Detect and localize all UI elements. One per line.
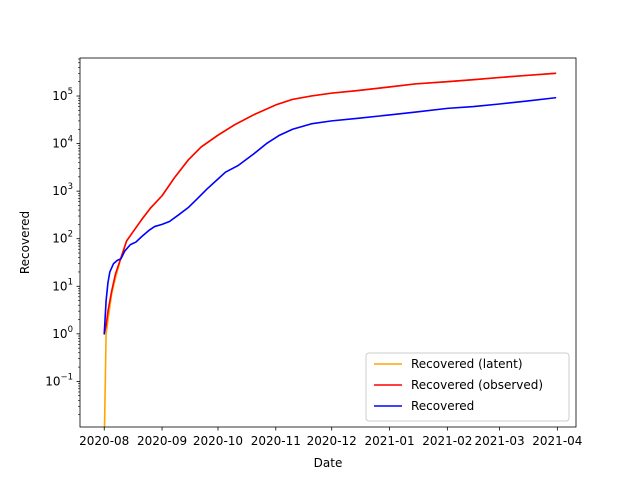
x-axis: 2020-08 2020-09 2020-10 2020-11 2020-12 2021-… bbox=[79, 427, 582, 448]
plot-frame bbox=[79, 57, 577, 428]
series-line-3 bbox=[103, 96, 557, 335]
y-tick-label: 102 bbox=[52, 230, 73, 246]
y-tick-label: 100 bbox=[52, 325, 73, 341]
legend-box bbox=[365, 352, 570, 422]
x-tick-label: 2020-12 bbox=[307, 434, 357, 448]
legend: Recovered (latent) Recovered (observed) Re… bbox=[365, 352, 570, 422]
y-tick-label: 103 bbox=[52, 182, 73, 198]
x-tick-label: 2021-03 bbox=[474, 434, 524, 448]
y-tick-label: 10−1 bbox=[45, 372, 73, 388]
y-tick-label: 105 bbox=[52, 87, 73, 103]
y-tick-label: 104 bbox=[52, 135, 73, 151]
series-line-2 bbox=[103, 72, 557, 335]
y-axis: 10−1 100 101 102 103 104 105 bbox=[45, 58, 80, 415]
series-layer bbox=[103, 72, 557, 427]
x-tick-label: 2021-04 bbox=[532, 434, 582, 448]
legend-label: Recovered (latent) bbox=[411, 357, 523, 371]
legend-label: Recovered (observed) bbox=[411, 378, 543, 392]
y-tick-label: 101 bbox=[52, 277, 73, 293]
x-tick-label: 2020-08 bbox=[79, 434, 129, 448]
y-axis-label: Recovered bbox=[18, 211, 32, 274]
x-tick-label: 2021-02 bbox=[422, 434, 472, 448]
x-axis-label: Date bbox=[314, 456, 343, 470]
legend-label: Recovered bbox=[411, 399, 474, 413]
x-tick-label: 2020-11 bbox=[251, 434, 301, 448]
x-tick-label: 2021-01 bbox=[364, 434, 414, 448]
x-tick-label: 2020-10 bbox=[193, 434, 243, 448]
x-tick-label: 2020-09 bbox=[137, 434, 187, 448]
